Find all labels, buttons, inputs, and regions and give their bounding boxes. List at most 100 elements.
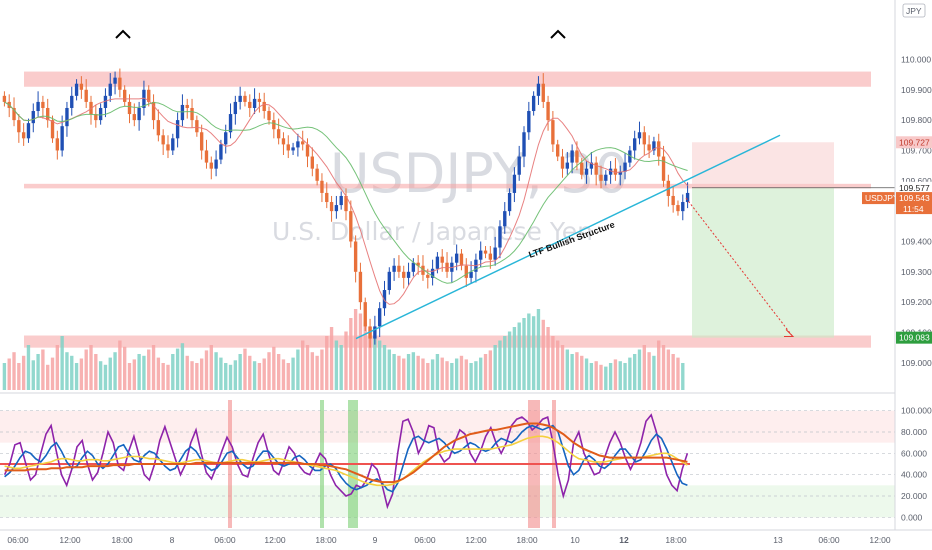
stop-loss-area[interactable] bbox=[692, 142, 834, 188]
candle-body bbox=[454, 253, 459, 263]
volume-bar bbox=[257, 363, 262, 390]
volume-bar bbox=[142, 355, 146, 390]
peak-marker-icon bbox=[550, 29, 566, 39]
volume-bar bbox=[642, 345, 646, 390]
osc-axis-label: 60.000 bbox=[901, 448, 927, 458]
trendline[interactable] bbox=[355, 134, 781, 340]
symbol-tag bbox=[862, 192, 895, 205]
volume-bar bbox=[339, 345, 343, 390]
candle-body bbox=[541, 83, 545, 102]
volume-bar bbox=[575, 352, 579, 390]
volume-bar bbox=[252, 361, 257, 390]
candle-body bbox=[546, 101, 550, 121]
volume-bar bbox=[46, 364, 50, 390]
volume-bar bbox=[522, 318, 526, 390]
volume-bar bbox=[503, 336, 507, 390]
candle-body bbox=[132, 114, 136, 121]
candle-body bbox=[60, 126, 64, 151]
countdown-text: 11:54 bbox=[903, 204, 924, 214]
osc-axis-label: 80.000 bbox=[901, 427, 927, 437]
candle-body bbox=[286, 144, 290, 151]
symbol-tag-text: USDJPY bbox=[865, 193, 899, 203]
candle-body bbox=[599, 174, 603, 181]
candle-body bbox=[147, 89, 151, 102]
candle-body bbox=[373, 326, 377, 339]
oscillator-line bbox=[4, 424, 688, 493]
volume-bar bbox=[608, 363, 613, 390]
volume-bar bbox=[320, 349, 324, 390]
volume-bar bbox=[459, 355, 464, 390]
overbought-band bbox=[0, 410, 895, 443]
candle-body bbox=[108, 83, 112, 96]
candle-body bbox=[353, 241, 358, 272]
candle-body bbox=[224, 132, 228, 145]
candle-body bbox=[676, 205, 680, 212]
volume-bar bbox=[84, 349, 88, 390]
volume-bar bbox=[589, 363, 594, 390]
target-price-tag bbox=[896, 331, 932, 344]
candle-body bbox=[219, 144, 223, 160]
candle-body bbox=[305, 144, 310, 157]
candle-body bbox=[459, 253, 464, 266]
volume-bar bbox=[334, 340, 339, 390]
candle-body bbox=[103, 95, 108, 108]
resistance-zone bbox=[24, 71, 871, 87]
volume-bar bbox=[156, 357, 161, 390]
volume-bar bbox=[329, 327, 334, 390]
price-axis-label: 109.200 bbox=[901, 297, 932, 307]
time-axis-label: 13 bbox=[773, 535, 783, 545]
volume-bar bbox=[219, 357, 223, 390]
price-axis-label: 109.600 bbox=[901, 176, 932, 186]
oscillator-line bbox=[4, 422, 688, 484]
volume-bar bbox=[440, 357, 444, 390]
time-axis-label: 06:00 bbox=[414, 535, 436, 545]
candle-body bbox=[291, 147, 295, 151]
candle-body bbox=[161, 135, 165, 145]
volume-bar bbox=[50, 357, 55, 390]
candle-body bbox=[296, 141, 300, 148]
price-axis-label: 109.900 bbox=[901, 85, 932, 95]
currency-badge[interactable] bbox=[902, 3, 926, 18]
volume-bar bbox=[7, 358, 11, 390]
price-axis-label: 109.800 bbox=[901, 115, 932, 125]
candle-body bbox=[238, 95, 242, 102]
candle-body bbox=[685, 192, 690, 203]
current-price-tag bbox=[896, 192, 932, 215]
volume-bar bbox=[103, 364, 108, 390]
currency-badge-label: JPY bbox=[906, 6, 922, 16]
volume-bar bbox=[411, 352, 416, 390]
osc-axis-label: 0.000 bbox=[901, 512, 923, 522]
candle-body bbox=[209, 162, 213, 169]
volume-bar bbox=[584, 358, 589, 390]
candle-body bbox=[652, 141, 656, 151]
candle-body bbox=[584, 168, 589, 175]
candle-body bbox=[17, 120, 21, 133]
volume-bar bbox=[546, 327, 550, 390]
candle-body bbox=[570, 150, 574, 163]
candle-body bbox=[156, 120, 161, 136]
candle-body bbox=[488, 253, 493, 260]
volume-bar bbox=[594, 361, 598, 390]
volume-bar bbox=[474, 361, 478, 390]
volume-bar bbox=[344, 331, 348, 390]
candle-body bbox=[628, 150, 632, 163]
take-profit-area[interactable] bbox=[692, 187, 834, 338]
volume-bar bbox=[363, 322, 367, 390]
volume-bar bbox=[647, 352, 651, 390]
volume-bar bbox=[392, 354, 396, 390]
candle-body bbox=[642, 132, 646, 145]
candle-body bbox=[320, 180, 324, 193]
candle-body bbox=[565, 162, 569, 169]
entry-price-tag bbox=[896, 181, 932, 194]
candle-body bbox=[185, 104, 189, 108]
price-axis-label: 109.400 bbox=[901, 236, 932, 246]
candle-body bbox=[556, 144, 560, 157]
volume-bar bbox=[426, 363, 430, 390]
time-axis-label: 18:00 bbox=[315, 535, 337, 545]
candle-body bbox=[257, 98, 262, 102]
candle-body bbox=[55, 138, 60, 151]
volume-bar bbox=[89, 345, 93, 390]
candle-body bbox=[252, 98, 257, 108]
